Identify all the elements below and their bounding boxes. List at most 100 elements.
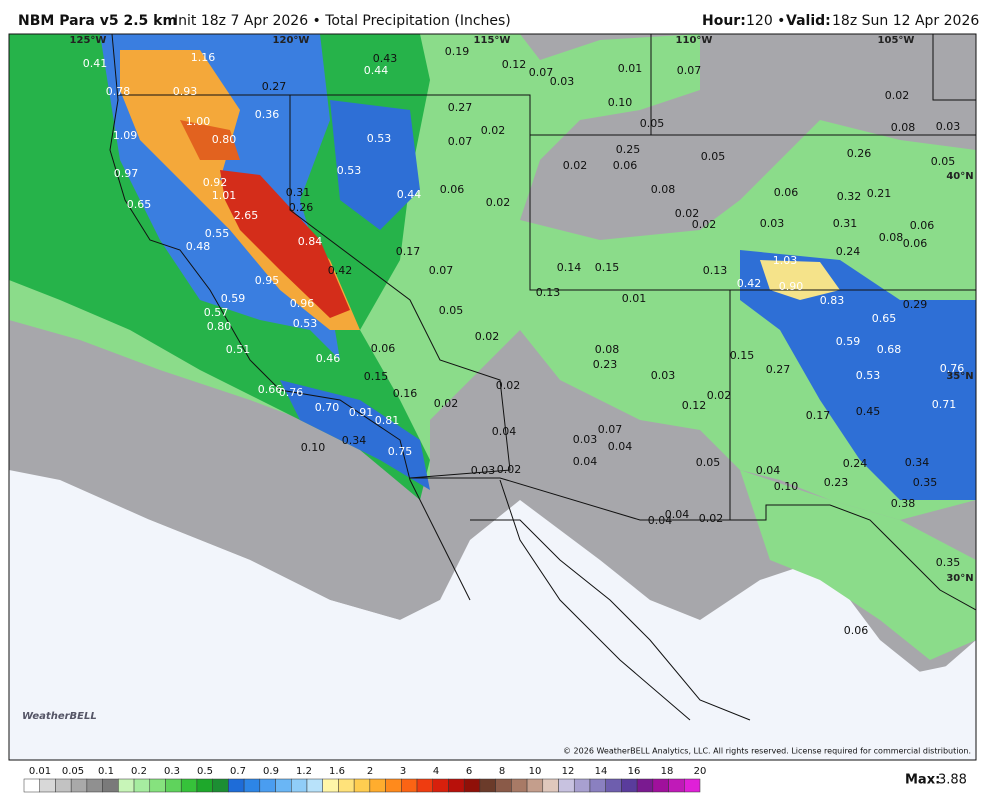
value-label: 0.02 bbox=[496, 379, 521, 392]
value-label: 0.05 bbox=[439, 304, 464, 317]
value-label: 0.27 bbox=[262, 80, 287, 93]
value-label: 0.48 bbox=[186, 240, 211, 253]
colorbar-swatch bbox=[86, 778, 103, 793]
value-label: 1.09 bbox=[113, 129, 138, 142]
value-label: 0.83 bbox=[820, 294, 845, 307]
value-label: 0.65 bbox=[127, 198, 152, 211]
baja-gulf-coast bbox=[470, 479, 751, 721]
coastline bbox=[109, 34, 471, 601]
colorbar-swatch bbox=[322, 778, 339, 793]
value-label: 0.51 bbox=[226, 343, 251, 356]
value-label: 0.07 bbox=[448, 135, 473, 148]
value-label: 0.04 bbox=[573, 455, 598, 468]
value-label: 0.53 bbox=[367, 132, 392, 145]
value-label: 0.03 bbox=[471, 464, 496, 477]
colorbar: 0.01 0.05 0.1 0.2 0.3 0.5 0.7 0.9 1.2 1.6 2 3 4 6 8 10 1… bbox=[23, 766, 706, 793]
value-label: 0.95 bbox=[255, 274, 280, 287]
value-label: 0.84 bbox=[298, 235, 323, 248]
value-label: 0.01 bbox=[618, 62, 643, 75]
value-label: 0.41 bbox=[83, 57, 108, 70]
value-label: 0.05 bbox=[701, 150, 726, 163]
value-label: 0.04 bbox=[608, 440, 633, 453]
hour-label: Hour: bbox=[702, 13, 746, 29]
value-label: 0.02 bbox=[481, 124, 506, 137]
value-label: 0.04 bbox=[756, 464, 781, 477]
value-label: 0.10 bbox=[608, 96, 633, 109]
value-label: 0.16 bbox=[393, 387, 418, 400]
grid-label: 30°N bbox=[946, 573, 973, 584]
colorbar-swatch bbox=[542, 778, 559, 793]
colorbar-swatch bbox=[102, 778, 119, 793]
value-label: 0.08 bbox=[595, 343, 620, 356]
colorbar-swatch bbox=[338, 778, 355, 793]
value-label: 0.13 bbox=[536, 286, 561, 299]
value-label: 0.17 bbox=[806, 409, 831, 422]
value-label: 0.24 bbox=[843, 457, 868, 470]
value-label: 0.15 bbox=[730, 349, 755, 362]
colorbar-swatch bbox=[306, 778, 323, 793]
value-label: 0.08 bbox=[651, 183, 676, 196]
max-label: Max: bbox=[905, 773, 940, 788]
value-label: 0.14 bbox=[557, 261, 582, 274]
colorbar-label: 0.05 bbox=[62, 766, 84, 777]
value-label: 0.08 bbox=[891, 121, 916, 134]
value-label: 0.53 bbox=[337, 164, 362, 177]
value-label: 0.81 bbox=[375, 414, 400, 427]
value-label: 0.97 bbox=[114, 167, 139, 180]
value-label: 0.32 bbox=[837, 190, 862, 203]
value-label: 0.12 bbox=[502, 58, 527, 71]
value-label: 0.45 bbox=[856, 405, 881, 418]
value-label: 0.34 bbox=[905, 456, 930, 469]
value-label: 0.07 bbox=[529, 66, 554, 79]
state-borders bbox=[290, 34, 976, 611]
colorbar-swatch bbox=[636, 778, 654, 793]
colorbar-swatch bbox=[479, 778, 496, 793]
value-label: 0.19 bbox=[445, 45, 470, 58]
value-label: 0.29 bbox=[903, 298, 928, 311]
value-label: 0.92 bbox=[203, 176, 228, 189]
colorbar-label: 8 bbox=[499, 766, 505, 777]
value-label: 0.44 bbox=[397, 188, 422, 201]
value-label: 0.23 bbox=[824, 476, 849, 489]
colorbar-swatch bbox=[495, 778, 512, 793]
value-label: 0.36 bbox=[255, 108, 280, 121]
value-label: 1.16 bbox=[191, 51, 216, 64]
value-label: 1.03 bbox=[773, 254, 798, 267]
value-label: 0.59 bbox=[221, 292, 246, 305]
value-label: 0.05 bbox=[640, 117, 665, 130]
value-label: 0.43 bbox=[373, 52, 398, 65]
grid-label: 40°N bbox=[946, 171, 973, 182]
grid-label: 115°W bbox=[474, 35, 511, 46]
colorbar-swatch bbox=[39, 778, 56, 793]
value-label: 0.04 bbox=[492, 425, 517, 438]
value-label: 0.71 bbox=[932, 398, 957, 411]
colorbar-swatch bbox=[684, 778, 701, 793]
colorbar-swatch bbox=[605, 778, 622, 793]
colorbar-label: 0.2 bbox=[131, 766, 147, 777]
value-label: 0.53 bbox=[293, 317, 318, 330]
value-label: 0.26 bbox=[289, 201, 314, 214]
colorbar-label: 0.1 bbox=[98, 766, 114, 777]
value-label: 0.31 bbox=[286, 186, 311, 199]
grid-label: 110°W bbox=[676, 35, 713, 46]
value-label: 0.08 bbox=[879, 231, 904, 244]
colorbar-swatch bbox=[526, 778, 544, 793]
colorbar-swatch bbox=[589, 778, 606, 793]
colorbar-swatch bbox=[212, 778, 229, 793]
colorbar-label: 0.3 bbox=[164, 766, 180, 777]
state-border-ca-nv bbox=[118, 94, 511, 479]
value-label: 0.21 bbox=[867, 187, 892, 200]
precip-light-green-2 bbox=[740, 470, 976, 660]
colorbar-label: 0.9 bbox=[263, 766, 279, 777]
value-label: 1.01 bbox=[212, 189, 237, 202]
value-label: 0.15 bbox=[595, 261, 620, 274]
value-label: 0.65 bbox=[872, 312, 897, 325]
value-label: 0.26 bbox=[847, 147, 872, 160]
value-label: 0.12 bbox=[682, 399, 707, 412]
value-label: 0.93 bbox=[173, 85, 198, 98]
precip-orange-2 bbox=[180, 120, 240, 160]
colorbar-swatch bbox=[668, 778, 685, 793]
map-frame bbox=[8, 33, 977, 761]
precip-blue-2 bbox=[330, 100, 420, 230]
